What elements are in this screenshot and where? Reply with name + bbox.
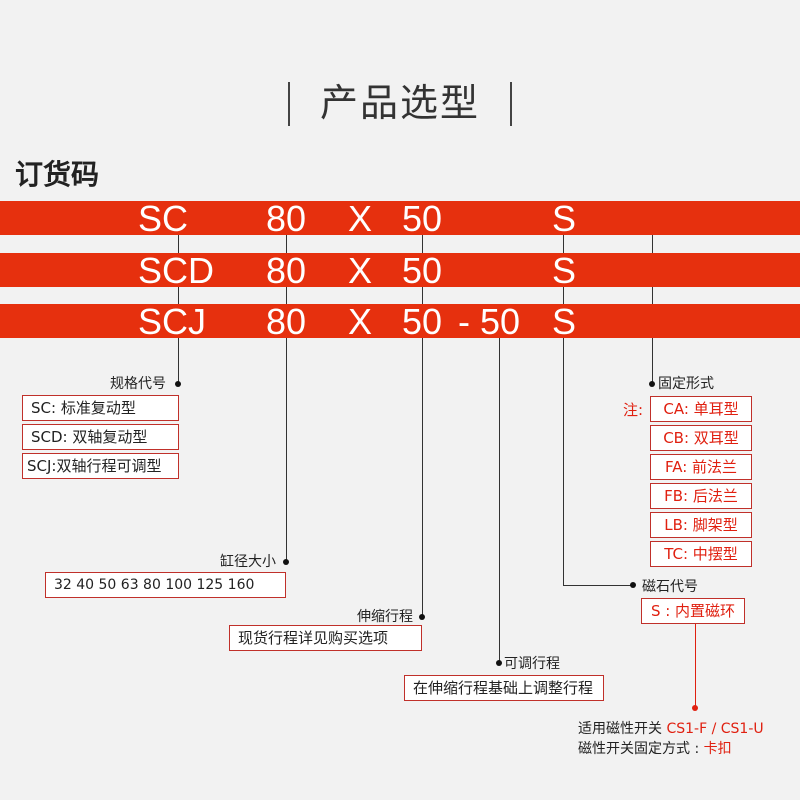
magnet-leader — [563, 338, 564, 585]
bore-values: 32 40 50 63 80 100 125 160 — [45, 572, 286, 598]
title-block: 产品选型 — [0, 78, 800, 128]
spec-option-scd: SCD: 双轴复动型 — [22, 424, 179, 450]
switch-dot — [692, 705, 698, 711]
switch-compatible: 适用磁性开关 CS1-F / CS1-U — [578, 720, 764, 738]
code-row-scd: SCD 80 X 50 S — [0, 250, 800, 291]
adjustable-dot — [496, 660, 502, 666]
adjustable-leader — [499, 338, 500, 663]
connector — [286, 287, 287, 304]
adjustable-stroke-code: - 50 — [458, 301, 521, 342]
spec-option-sc: SC: 标准复动型 — [22, 395, 179, 421]
magnet-dot — [630, 582, 636, 588]
connector — [652, 287, 653, 304]
switch-mounting-label: 磁性开关固定方式 : — [578, 741, 704, 757]
model-code: SC — [138, 198, 189, 239]
model-code: SCJ — [138, 301, 207, 342]
connector — [563, 287, 564, 304]
bore-dot — [283, 559, 289, 565]
stroke-dot — [419, 614, 425, 620]
bore-code: 80 — [266, 250, 307, 291]
connector — [422, 287, 423, 304]
bore-label: 缸径大小 — [220, 554, 276, 570]
magnet-value: S : 内置磁环 — [641, 598, 745, 624]
mount-option-cb: CB: 双耳型 — [650, 425, 752, 451]
bore-code: 80 — [266, 301, 307, 342]
stroke-leader — [422, 338, 423, 617]
connector — [286, 235, 287, 253]
stroke-code: 50 — [402, 301, 443, 342]
mount-label: 固定形式 — [658, 376, 714, 392]
connector — [178, 287, 179, 304]
switch-leader — [695, 624, 696, 708]
mount-option-lb: LB: 脚架型 — [650, 512, 752, 538]
x-separator: X — [348, 301, 373, 342]
adjustable-value: 在伸缩行程基础上调整行程 — [404, 675, 604, 701]
model-code: SCD — [138, 250, 215, 291]
magnet-label: 磁石代号 — [642, 579, 698, 595]
switch-mounting-value: 卡扣 — [703, 741, 732, 757]
magnet-code: S — [552, 198, 577, 239]
mount-note: 注: — [623, 401, 644, 419]
magnet-leader-horizontal — [563, 585, 633, 586]
title-bar-left — [288, 82, 290, 126]
code-row-sc: SC 80 X 50 S — [0, 198, 800, 239]
magnet-code: S — [552, 301, 577, 342]
stroke-code: 50 — [402, 198, 443, 239]
stroke-value: 现货行程详见购买选项 — [229, 625, 422, 651]
mount-option-fb: FB: 后法兰 — [650, 483, 752, 509]
connector — [178, 235, 179, 253]
spec-dot — [175, 381, 181, 387]
title-bar-right — [510, 82, 512, 126]
x-separator: X — [348, 198, 373, 239]
magnet-code: S — [552, 250, 577, 291]
switch-compatible-label: 适用磁性开关 — [578, 721, 667, 737]
switch-model: CS1-F / CS1-U — [666, 721, 764, 737]
connector — [422, 235, 423, 253]
spec-label: 规格代号 — [110, 376, 166, 392]
mount-option-ca: CA: 单耳型 — [650, 396, 752, 422]
mount-leader — [652, 338, 653, 384]
page-title: 产品选型 — [319, 81, 480, 125]
mount-option-tc: TC: 中摆型 — [650, 541, 752, 567]
stroke-label: 伸缩行程 — [357, 609, 413, 625]
bore-leader — [286, 338, 287, 562]
bore-code: 80 — [266, 198, 307, 239]
mount-option-fa: FA: 前法兰 — [650, 454, 752, 480]
stroke-code: 50 — [402, 250, 443, 291]
mount-dot — [649, 381, 655, 387]
connector — [652, 235, 653, 253]
switch-mounting: 磁性开关固定方式 : 卡扣 — [578, 740, 732, 758]
x-separator: X — [348, 250, 373, 291]
spec-option-scj: SCJ:双轴行程可调型 — [22, 453, 179, 479]
adjustable-label: 可调行程 — [504, 656, 560, 672]
order-code-heading: 订货码 — [15, 158, 100, 191]
code-row-scj: SCJ 80 X 50 - 50 S — [0, 301, 800, 342]
connector — [563, 235, 564, 253]
spec-leader — [178, 338, 179, 384]
